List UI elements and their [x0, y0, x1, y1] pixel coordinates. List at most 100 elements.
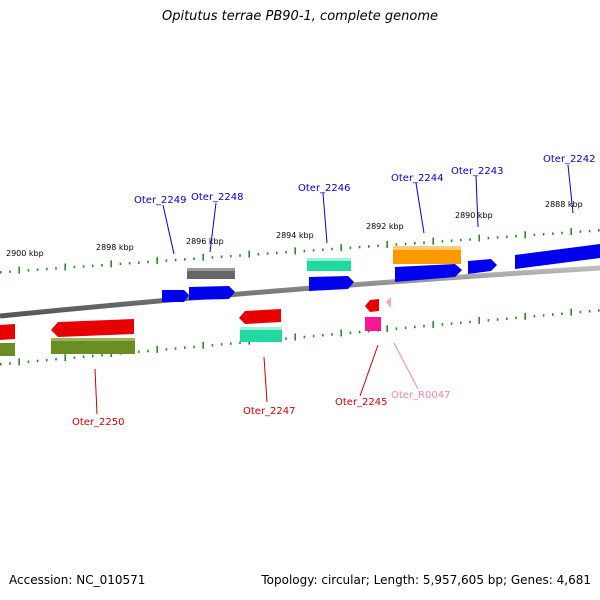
tick-mark — [340, 244, 342, 252]
tick-mark — [128, 262, 131, 265]
tick-mark — [211, 256, 214, 259]
tick-mark — [386, 325, 388, 333]
reverse-genes — [0, 297, 391, 356]
tick-mark — [340, 329, 342, 337]
tick-mark — [469, 320, 471, 324]
gene-arrow — [189, 286, 235, 300]
tick-mark — [55, 358, 57, 361]
tick-mark — [165, 259, 168, 262]
tick-mark — [276, 251, 278, 255]
tick-mark — [478, 316, 480, 324]
tick-mark — [423, 241, 425, 244]
tick-mark — [450, 322, 453, 325]
tick-mark — [239, 341, 241, 344]
tick-mark — [46, 267, 48, 271]
tick-mark — [598, 309, 600, 312]
tick-mark — [358, 330, 361, 334]
tick-mark — [294, 247, 296, 255]
tick-mark — [349, 246, 352, 249]
tick-mark — [570, 308, 572, 316]
gene-arrow — [365, 299, 379, 312]
tick-mark — [285, 251, 287, 254]
tick-mark — [524, 231, 526, 239]
gene-arrow — [51, 319, 134, 337]
gene-feature-highlight — [240, 327, 282, 330]
tick-mark — [368, 329, 370, 333]
tick-mark — [423, 324, 425, 328]
gene-label[interactable]: Oter_R0047 — [391, 390, 450, 401]
tick-mark — [220, 255, 223, 258]
gene-label[interactable]: Oter_2245 — [335, 397, 388, 408]
tick-mark — [331, 333, 333, 336]
tick-mark — [174, 347, 177, 350]
gene-label[interactable]: Oter_2242 — [543, 154, 596, 165]
tick-mark — [9, 362, 11, 365]
tick-mark — [322, 334, 324, 337]
kbp-label: 2900 kbp — [6, 249, 44, 258]
gene-feature — [365, 317, 381, 331]
tick-mark — [202, 253, 204, 261]
gene-label[interactable]: Oter_2250 — [72, 417, 125, 428]
tick-mark — [248, 250, 250, 258]
tick-mark — [552, 313, 554, 316]
tick-mark — [460, 321, 462, 325]
tick-mark — [156, 257, 158, 265]
tick-mark — [138, 261, 140, 264]
tick-mark — [294, 333, 296, 341]
reverse-tick-track — [0, 308, 600, 366]
gene-feature — [0, 343, 15, 356]
gene-label[interactable]: Oter_2246 — [298, 183, 351, 194]
tick-mark — [598, 229, 600, 232]
tick-mark — [0, 363, 2, 366]
tick-mark — [64, 263, 66, 271]
gene-label[interactable]: Oter_2248 — [191, 192, 244, 203]
tick-mark — [414, 242, 416, 245]
gene-label[interactable]: Oter_2243 — [451, 166, 504, 177]
tick-mark — [147, 260, 149, 264]
tick-mark — [147, 349, 149, 353]
gene-feature — [51, 338, 135, 354]
kbp-label: 2888 kbp — [545, 200, 583, 209]
accession-text: Accession: NC_010571 — [9, 573, 146, 587]
tick-mark — [211, 344, 214, 347]
tick-mark — [220, 343, 223, 346]
tick-mark — [487, 319, 490, 322]
gene-feature-highlight — [187, 268, 235, 271]
gene-feature — [307, 258, 351, 271]
kbp-label: 2896 kbp — [186, 237, 224, 246]
gene-label[interactable]: Oter_2249 — [134, 195, 187, 206]
tick-mark — [579, 230, 582, 233]
tick-mark — [27, 360, 30, 363]
tick-mark — [469, 238, 471, 241]
tick-mark — [184, 346, 186, 349]
tick-mark — [524, 312, 526, 320]
tick-mark — [119, 262, 122, 266]
label-leaders — [94, 164, 574, 415]
tick-mark — [92, 264, 94, 268]
tick-mark — [588, 310, 591, 313]
tick-mark — [322, 248, 324, 251]
gene-feature-highlight — [393, 246, 461, 250]
tick-mark — [64, 354, 66, 362]
gene-labels: Oter_2249 Oter_2248 Oter_2246 Oter_2244 … — [72, 154, 596, 428]
tick-mark — [239, 254, 241, 257]
gene-label[interactable]: Oter_2244 — [391, 173, 444, 184]
tick-mark — [82, 355, 85, 358]
tick-mark — [588, 229, 591, 233]
tick-mark — [542, 314, 545, 317]
tick-mark — [27, 269, 30, 272]
tick-mark — [18, 358, 20, 366]
kbp-label: 2890 kbp — [455, 211, 493, 220]
tick-mark — [414, 325, 416, 329]
tick-mark — [92, 354, 94, 358]
tick-mark — [533, 233, 536, 237]
genome-title: Opitutus terrae PB90-1, complete genome — [161, 9, 439, 24]
genome-backbone — [0, 265, 600, 319]
tick-mark — [73, 356, 76, 359]
tick-mark — [303, 249, 306, 253]
tick-mark — [110, 260, 112, 268]
gene-label[interactable]: Oter_2247 — [243, 406, 296, 417]
tick-mark — [450, 239, 453, 242]
tick-mark — [349, 331, 352, 334]
